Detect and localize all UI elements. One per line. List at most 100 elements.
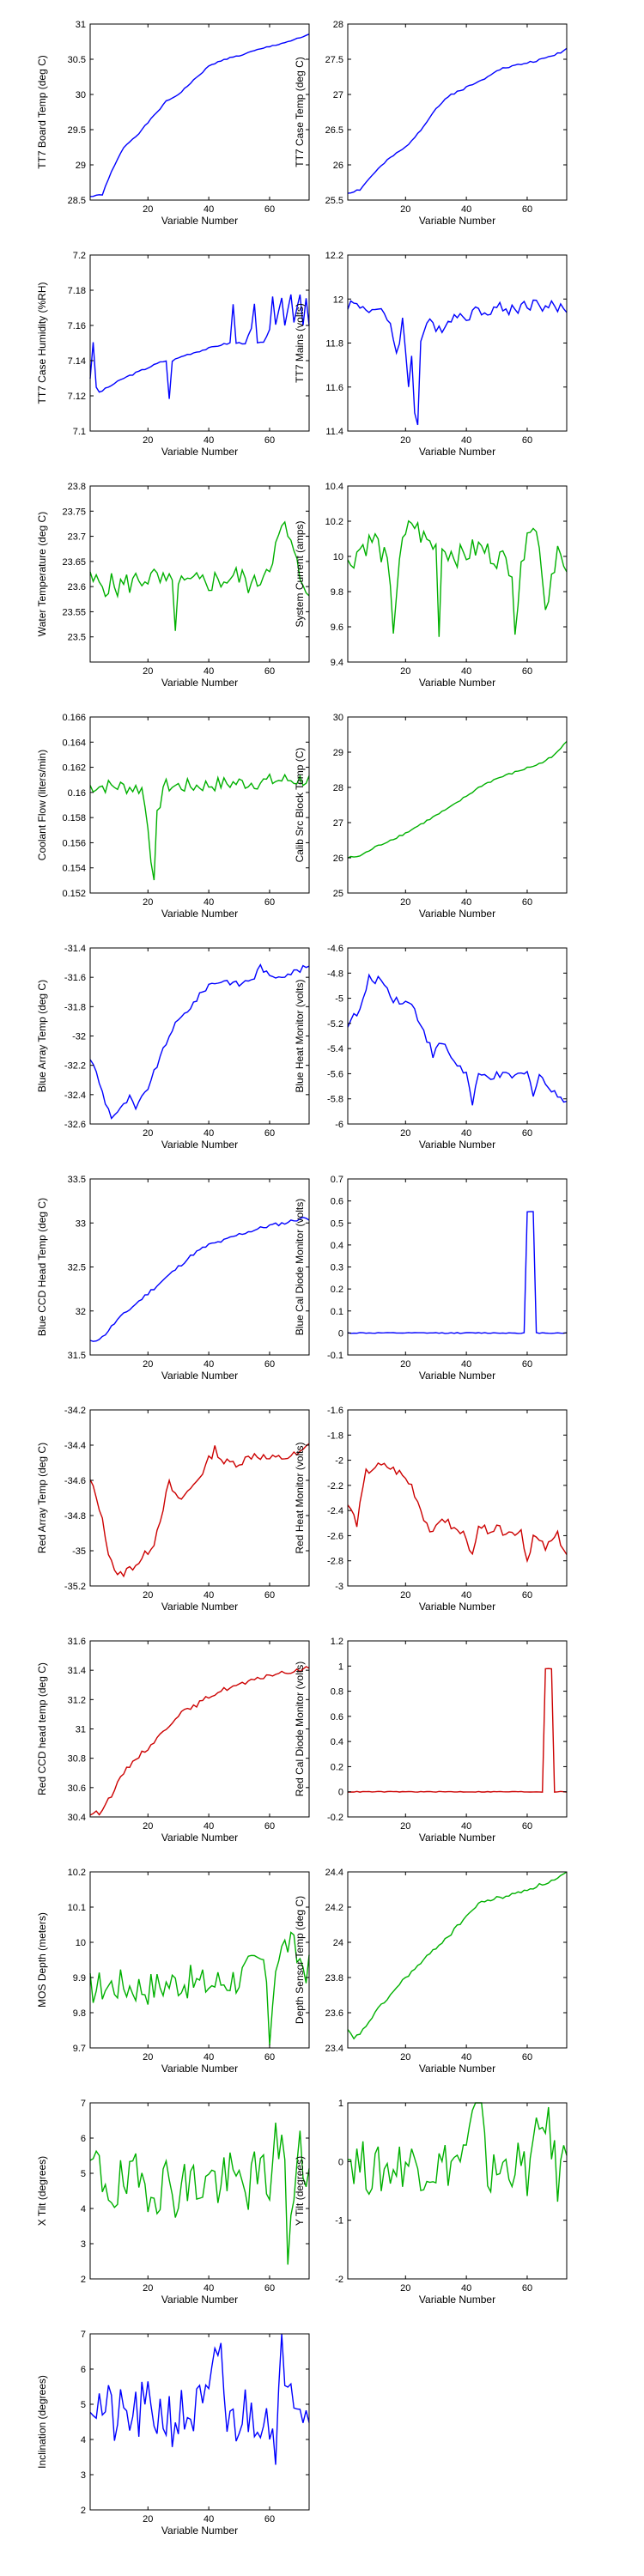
y-axis-label: Red CCD head temp (deg C) xyxy=(36,1662,48,1795)
y-tick-label: 0.4 xyxy=(331,1737,343,1747)
y-tick-label: -5.4 xyxy=(327,1044,343,1054)
y-tick-label: -4.8 xyxy=(327,969,343,979)
chart-panel: 28.5 29 29.5 30 30.5 31 20 40 60 Variable Number T… xyxy=(36,20,310,227)
x-tick-label: 60 xyxy=(522,204,532,215)
plot-frame xyxy=(89,1871,310,2049)
x-tick-label: 40 xyxy=(461,666,471,677)
plot-frame xyxy=(347,716,568,894)
x-axis-label: Variable Number xyxy=(419,2293,495,2306)
y-tick-label: 30.5 xyxy=(68,55,86,65)
y-tick-label: 12.2 xyxy=(325,251,343,261)
y-tick-label: 5 xyxy=(81,2400,86,2410)
y-tick-label: -34.8 xyxy=(64,1511,86,1522)
y-tick-label: 0.2 xyxy=(331,1762,343,1772)
y-tick-label: 31.6 xyxy=(68,1637,86,1647)
y-axis-label: Blue Cal Diode Monitor (volts) xyxy=(294,1199,306,1335)
y-tick-label: 0.152 xyxy=(62,889,86,899)
series-line xyxy=(89,1931,310,2046)
x-tick-label: 60 xyxy=(264,1359,275,1370)
x-tick-label: 40 xyxy=(204,1590,214,1601)
chart-panel: 31.5 32 32.5 33 33.5 20 40 60 Variable Number Blu… xyxy=(36,1175,310,1382)
plot-frame xyxy=(89,716,310,894)
chart-panel: -0.2 0 0.2 0.4 0.6 0.8 1 1.2 20 40 60 Variable Numb… xyxy=(294,1637,568,1844)
y-tick-label: -0.1 xyxy=(327,1351,343,1361)
chart-panel: -32.6 -32.4 -32.2 -32 -31.8 -31.6 -31.4 20 40 60 V… xyxy=(36,944,310,1151)
y-tick-label: 0 xyxy=(338,2157,343,2167)
x-axis-label: Variable Number xyxy=(161,215,238,227)
y-tick-label: -1.6 xyxy=(327,1406,343,1416)
y-tick-label: 9.9 xyxy=(73,1973,86,1984)
y-tick-label: 23.55 xyxy=(62,607,86,617)
plot-frame xyxy=(89,2333,310,2511)
chart-panel: 0.152 0.154 0.156 0.158 0.16 0.162 0.164 0.166 2… xyxy=(36,713,310,920)
x-axis-label: Variable Number xyxy=(161,2063,238,2075)
x-tick-label: 60 xyxy=(522,2052,532,2063)
y-tick-label: -34.6 xyxy=(64,1476,86,1486)
chart-panel: 7.1 7.12 7.14 7.16 7.18 7.2 20 40 60 Variable Num… xyxy=(36,251,310,458)
x-axis-label: Variable Number xyxy=(419,1370,495,1382)
plot-frame xyxy=(89,947,310,1125)
y-axis-label: Depth Sensor Temp (deg C) xyxy=(294,1896,306,2024)
x-axis-label: Variable Number xyxy=(161,2524,238,2537)
y-axis-label: TT7 Mains (volts) xyxy=(294,303,306,383)
y-tick-label: -0.2 xyxy=(327,1813,343,1823)
series-line xyxy=(347,1871,568,2040)
chart-panel: 2 3 4 5 6 7 20 40 60 Variable Number X Tilt (degre… xyxy=(36,2099,310,2306)
y-tick-label: 24 xyxy=(333,1938,343,1948)
y-tick-label: 0.162 xyxy=(62,763,86,774)
y-tick-label: 7 xyxy=(81,2330,86,2340)
y-axis-label: Blue CCD Head Temp (deg C) xyxy=(36,1198,48,1336)
y-tick-label: 0.5 xyxy=(331,1218,343,1229)
y-tick-label: 10 xyxy=(333,552,343,562)
x-tick-label: 20 xyxy=(400,666,410,677)
x-tick-label: 60 xyxy=(522,897,532,908)
chart-panel: 30.4 30.6 30.8 31 31.2 31.4 31.6 20 40 60 Variable… xyxy=(36,1637,310,1844)
y-tick-label: 27.5 xyxy=(325,55,343,65)
chart-panel: 25 26 27 28 29 30 20 40 60 Variable Number Calib S… xyxy=(294,713,568,920)
y-tick-label: 9.6 xyxy=(331,623,343,633)
chart-panel: 25.5 26 26.5 27 27.5 28 20 40 60 Variable Number T… xyxy=(294,20,568,227)
y-tick-label: 23.7 xyxy=(68,532,86,543)
y-tick-label: 25.5 xyxy=(325,196,343,206)
y-tick-label: 30 xyxy=(76,90,86,100)
series-line xyxy=(89,963,310,1120)
x-axis-label: Variable Number xyxy=(161,1139,238,1151)
x-tick-label: 40 xyxy=(461,1821,471,1832)
x-tick-label: 60 xyxy=(264,1821,275,1832)
x-tick-label: 20 xyxy=(143,1821,153,1832)
y-tick-label: 0.164 xyxy=(62,738,86,748)
chart-panel: 2 3 4 5 6 7 20 40 60 Variable Number Inclination (… xyxy=(36,2330,310,2537)
x-axis-label: Variable Number xyxy=(419,677,495,689)
y-tick-label: 7.2 xyxy=(73,251,86,261)
x-axis-label: Variable Number xyxy=(161,1370,238,1382)
y-tick-label: 1 xyxy=(338,1662,343,1672)
plot-frame xyxy=(347,1178,568,1356)
x-tick-label: 20 xyxy=(143,1128,153,1139)
y-tick-label: 0.154 xyxy=(62,864,86,874)
y-tick-label: -2 xyxy=(335,2275,343,2285)
y-tick-label: -5.6 xyxy=(327,1069,343,1079)
series-line xyxy=(347,2102,568,2202)
x-tick-label: 20 xyxy=(400,435,410,446)
y-tick-label: 0.4 xyxy=(331,1241,343,1251)
y-tick-label: 7.14 xyxy=(68,356,86,367)
series-line xyxy=(89,2333,310,2465)
x-tick-label: 60 xyxy=(264,1590,275,1601)
y-tick-label: 33 xyxy=(76,1218,86,1229)
y-tick-label: 10.1 xyxy=(68,1903,86,1913)
y-tick-label: 9.8 xyxy=(73,2008,86,2019)
x-tick-label: 40 xyxy=(461,2052,471,2063)
chart-panel: 23.5 23.55 23.6 23.65 23.7 23.75 23.8 20 40 60 Var… xyxy=(36,482,310,689)
y-tick-label: 23.5 xyxy=(68,633,86,643)
y-tick-label: 0.7 xyxy=(331,1175,343,1185)
y-tick-label: 28 xyxy=(333,20,343,30)
x-tick-label: 60 xyxy=(264,897,275,908)
x-tick-label: 40 xyxy=(204,1821,214,1832)
y-tick-label: -5 xyxy=(335,994,343,1005)
plot-frame xyxy=(347,485,568,663)
y-axis-label: TT7 Board Temp (deg C) xyxy=(36,55,48,169)
y-tick-label: -2.2 xyxy=(327,1481,343,1492)
y-tick-label: 24.4 xyxy=(325,1868,343,1878)
y-tick-label: 10.2 xyxy=(325,517,343,527)
x-tick-label: 60 xyxy=(522,1590,532,1601)
